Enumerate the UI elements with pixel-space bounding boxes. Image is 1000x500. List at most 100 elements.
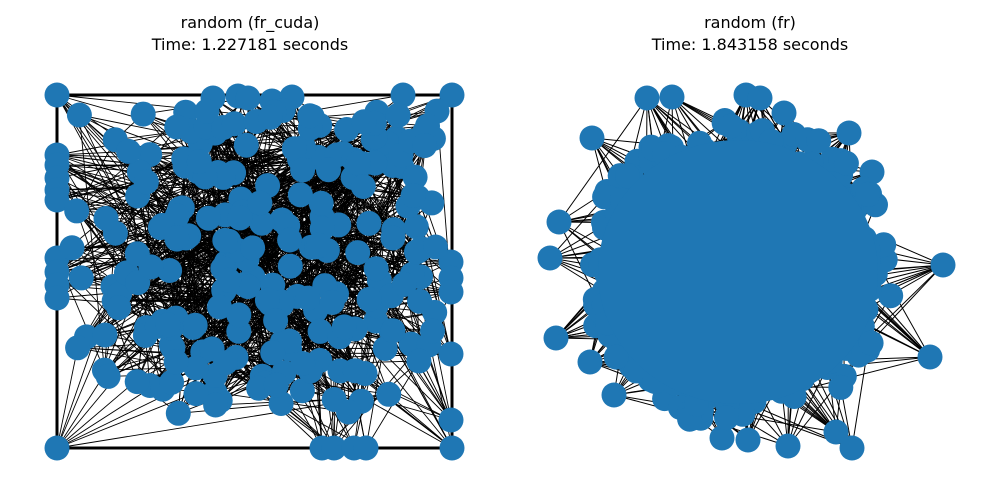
graph-drawing: [44, 82, 465, 461]
edge: [113, 300, 259, 389]
edge: [56, 286, 114, 449]
graph-node: [260, 340, 286, 366]
graph-node: [95, 363, 121, 389]
graph-node: [44, 285, 70, 311]
graph-node: [44, 82, 70, 108]
graph-node: [240, 235, 266, 261]
graph-node: [718, 113, 744, 139]
graph-node: [183, 355, 209, 381]
edge: [290, 229, 394, 267]
graph-node: [331, 314, 357, 340]
edge: [80, 158, 185, 279]
graph-node: [207, 294, 232, 320]
graph-node: [930, 252, 956, 278]
graph-node: [390, 82, 416, 108]
graph-node: [213, 350, 238, 376]
graph-node: [404, 239, 429, 265]
edge: [56, 284, 282, 306]
graph-node: [356, 286, 382, 312]
graph-node: [212, 227, 238, 253]
edge: [56, 347, 79, 449]
graph-node: [44, 435, 70, 461]
graph-node: [406, 348, 432, 374]
graph-node: [579, 125, 605, 151]
edge: [214, 295, 392, 393]
graph-node: [634, 85, 660, 111]
graph-node: [402, 164, 428, 190]
graph-node: [412, 133, 438, 159]
graph-node: [747, 85, 773, 111]
graph-node: [290, 351, 316, 376]
graph-node: [277, 253, 303, 279]
graph-node: [415, 113, 440, 139]
graph-node: [277, 227, 303, 253]
graph-node: [771, 100, 797, 126]
graph-node: [878, 283, 904, 309]
graph-node: [257, 104, 283, 130]
graph-drawing: [537, 82, 956, 461]
panel-title-time: Time: 1.227181 seconds: [151, 35, 349, 54]
graph-node: [319, 289, 345, 315]
graph-node: [345, 240, 371, 266]
graph-node: [165, 400, 191, 426]
graph-node: [735, 427, 761, 453]
graph-node: [233, 132, 259, 158]
graph-node: [833, 150, 859, 176]
graph-node: [159, 369, 185, 395]
graph-node: [407, 288, 433, 314]
graph-node: [308, 190, 334, 216]
graph-node: [133, 169, 159, 195]
graph-node: [64, 198, 90, 224]
graph-node: [601, 382, 627, 408]
graph-node: [380, 225, 406, 251]
graph-node: [93, 205, 119, 231]
graph-node: [195, 205, 221, 231]
graph-node: [106, 295, 132, 321]
graph-node: [828, 374, 854, 400]
panel-title-time: Time: 1.843158 seconds: [651, 35, 849, 54]
graph-node: [305, 232, 331, 258]
edge: [281, 176, 416, 303]
edge: [56, 164, 163, 226]
graph-node: [194, 98, 220, 124]
graph-node: [775, 433, 801, 459]
edge: [56, 227, 161, 273]
edge: [354, 328, 453, 449]
edge: [56, 171, 140, 201]
graph-node: [116, 138, 142, 164]
edge: [861, 264, 944, 345]
graph-node: [839, 435, 865, 461]
graph-node: [438, 279, 464, 305]
graph-node: [226, 302, 252, 328]
graph-node: [92, 322, 118, 348]
graph-node: [400, 183, 426, 208]
graph-node: [164, 114, 190, 140]
edge: [851, 349, 869, 449]
graph-node: [68, 265, 94, 291]
graph-node: [363, 256, 389, 282]
graph-node: [438, 407, 464, 433]
edge: [115, 158, 300, 234]
graph-node: [297, 103, 323, 129]
graph-node: [615, 163, 640, 189]
graph-node: [254, 287, 280, 313]
panel-fr-cuda: random (fr_cuda) Time: 1.227181 seconds: [44, 13, 465, 461]
graph-node: [316, 157, 341, 183]
graph-node: [227, 205, 253, 231]
edge: [338, 224, 419, 252]
graph-node: [438, 341, 464, 367]
graph-node: [439, 435, 465, 461]
graph-node: [164, 225, 190, 250]
graph-node: [235, 274, 261, 300]
panel-title-algorithm: random (fr): [704, 13, 796, 32]
graph-node: [714, 405, 739, 431]
edge: [302, 363, 453, 449]
graph-node: [836, 120, 862, 146]
edge: [549, 196, 605, 259]
graph-node: [59, 235, 85, 261]
edge: [56, 334, 106, 449]
graph-node: [163, 349, 189, 375]
graph-node: [356, 210, 382, 236]
graph-node: [709, 425, 735, 451]
graph-node: [420, 318, 445, 344]
